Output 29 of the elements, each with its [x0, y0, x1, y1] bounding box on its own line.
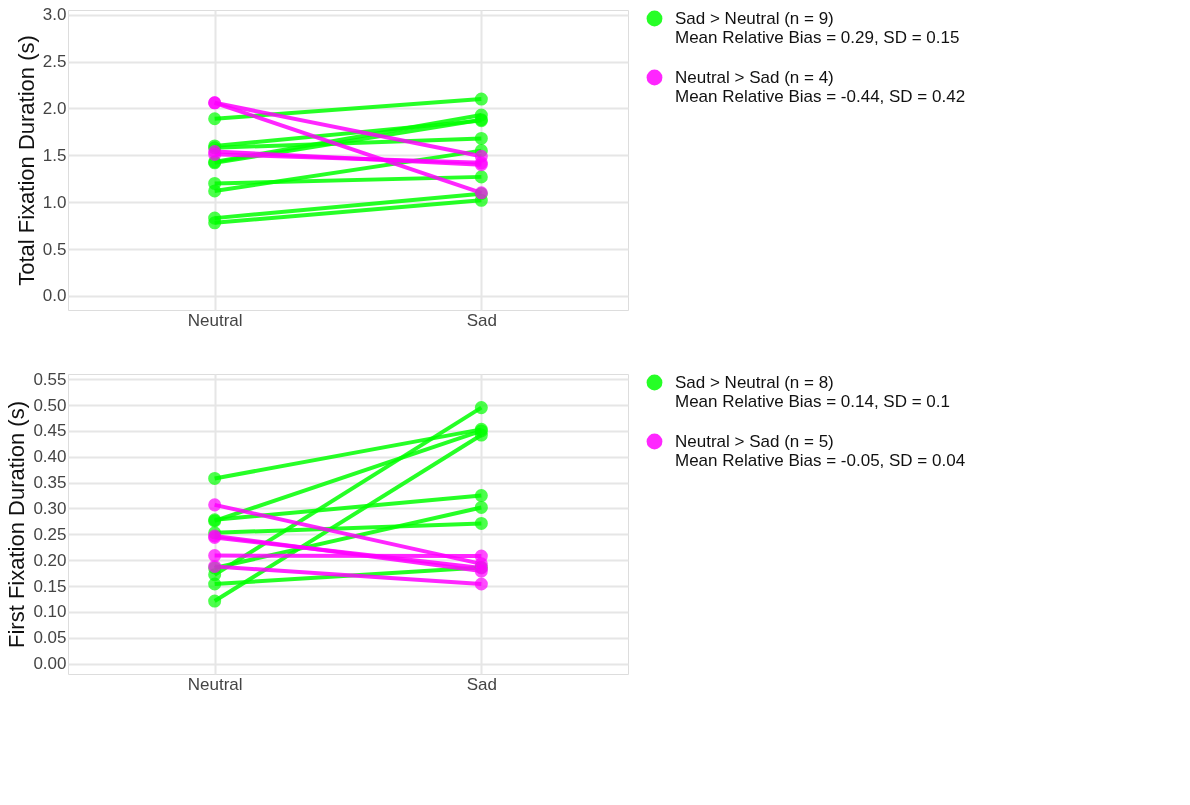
legend-label: Sad > Neutral (n = 8) Mean Relative Bias = 0.14, SD = 0.1 — [675, 372, 950, 411]
y-tick-label: 0.15 — [33, 576, 67, 596]
y-axis-title: First Fixation Duration (s) — [4, 401, 30, 648]
x-tick-label: Neutral — [187, 310, 243, 330]
y-tick-label: 2.5 — [42, 52, 67, 72]
y-axis-title: Total Fixation Duration (s) — [13, 35, 39, 286]
y-tick-label: 0.40 — [33, 447, 67, 467]
legend-label: Sad > Neutral (n = 9) Mean Relative Bias = 0.29, SD = 0.15 — [675, 8, 960, 47]
x-tick-label: Sad — [466, 310, 497, 330]
y-tick-label: 0.35 — [33, 473, 67, 493]
y-tick-label: 0.30 — [33, 498, 67, 518]
y-tick-label: 0.10 — [33, 602, 67, 622]
y-tick-label: 0.55 — [33, 369, 67, 389]
x-tick-label: Sad — [466, 674, 497, 694]
legend-label: Neutral > Sad (n = 4) Mean Relative Bias = -0.44, SD = 0.42 — [675, 67, 966, 106]
y-tick-label: 0.0 — [42, 286, 67, 306]
y-tick-label: 0.00 — [33, 654, 67, 674]
y-tick-label: 1.0 — [42, 192, 67, 212]
y-tick-label: 3.0 — [42, 5, 67, 25]
y-tick-label: 0.25 — [33, 524, 67, 544]
y-tick-label: 0.5 — [42, 239, 67, 259]
y-tick-label: 0.05 — [33, 628, 67, 648]
legend-label: Neutral > Sad (n = 5) Mean Relative Bias = -0.05, SD = 0.04 — [675, 431, 966, 470]
y-tick-label: 0.20 — [33, 550, 67, 570]
y-tick-label: 0.50 — [33, 395, 67, 415]
x-tick-label: Neutral — [187, 674, 243, 694]
y-tick-label: 0.45 — [33, 421, 67, 441]
y-tick-label: 1.5 — [42, 145, 67, 165]
y-tick-label: 2.0 — [42, 98, 67, 118]
